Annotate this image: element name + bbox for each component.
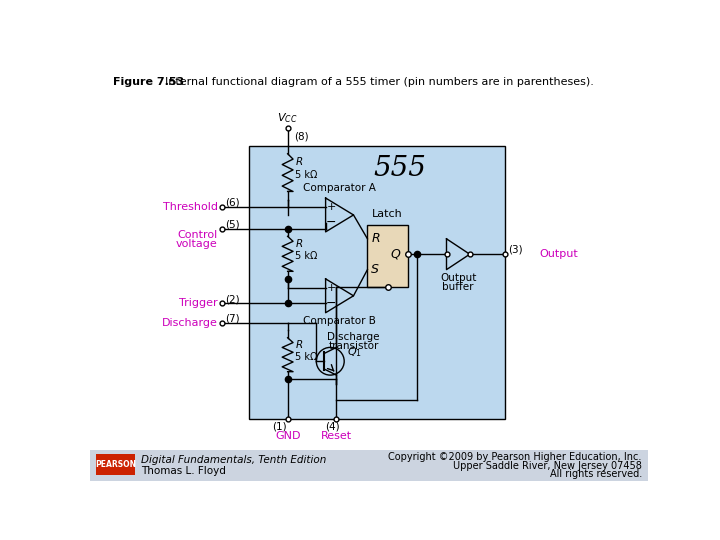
Text: buffer: buffer [442,282,474,292]
Text: Upper Saddle River, New Jersey 07458: Upper Saddle River, New Jersey 07458 [453,461,642,471]
Text: Discharge: Discharge [328,332,379,342]
Text: Internal functional diagram of a 555 timer (pin numbers are in parentheses).: Internal functional diagram of a 555 tim… [158,77,594,87]
Text: +: + [326,202,336,212]
Text: (6): (6) [225,198,240,207]
Text: 555: 555 [374,156,426,183]
Text: $V_{CC}$: $V_{CC}$ [277,111,298,125]
Text: (2): (2) [225,295,240,305]
Text: R: R [295,340,302,350]
Polygon shape [325,279,354,313]
Text: Figure 7.53: Figure 7.53 [113,77,184,87]
Polygon shape [325,198,354,232]
Text: Reset: Reset [321,431,352,441]
Bar [90,450,648,482]
Text: R: R [295,157,302,167]
Bar [249,146,505,419]
Text: (8): (8) [294,131,308,141]
Text: Discharge: Discharge [162,318,218,328]
Text: 5 kΩ: 5 kΩ [295,251,318,261]
Polygon shape [446,239,469,269]
Text: (7): (7) [225,314,240,324]
Text: +: + [326,283,336,293]
Bar [96,454,135,475]
Text: S: S [372,263,379,276]
Text: All rights reserved.: All rights reserved. [549,469,642,480]
Text: Threshold: Threshold [163,202,218,212]
Text: R: R [372,232,380,245]
Text: (4): (4) [325,421,340,431]
Text: Latch: Latch [372,209,403,219]
Text: (3): (3) [508,245,523,254]
Text: GND: GND [275,431,300,441]
Text: R: R [295,239,302,249]
Text: (5): (5) [225,220,240,230]
Text: (1): (1) [273,421,287,431]
Text: Digital Fundamentals, Tenth Edition: Digital Fundamentals, Tenth Edition [141,455,327,465]
Text: Copyright ©2009 by Pearson Higher Education, Inc.: Copyright ©2009 by Pearson Higher Educat… [388,453,642,462]
Text: Trigger: Trigger [179,299,218,308]
Text: transistor: transistor [328,341,379,351]
Text: −: − [325,297,336,310]
Text: voltage: voltage [176,239,218,249]
Bar [367,225,408,287]
Text: −: − [325,216,336,229]
Circle shape [316,347,344,375]
Text: 5 kΩ: 5 kΩ [295,352,318,362]
Text: Comparator B: Comparator B [303,316,376,326]
Text: PEARSON: PEARSON [95,460,136,469]
Text: Q: Q [390,248,400,261]
Text: $Q_1$: $Q_1$ [346,345,361,359]
Text: Output: Output [440,273,477,284]
Text: 5 kΩ: 5 kΩ [295,170,318,180]
Text: Control: Control [178,231,218,240]
Text: Output: Output [539,249,578,259]
Text: Thomas L. Floyd: Thomas L. Floyd [141,465,226,476]
Text: Comparator A: Comparator A [303,183,376,193]
